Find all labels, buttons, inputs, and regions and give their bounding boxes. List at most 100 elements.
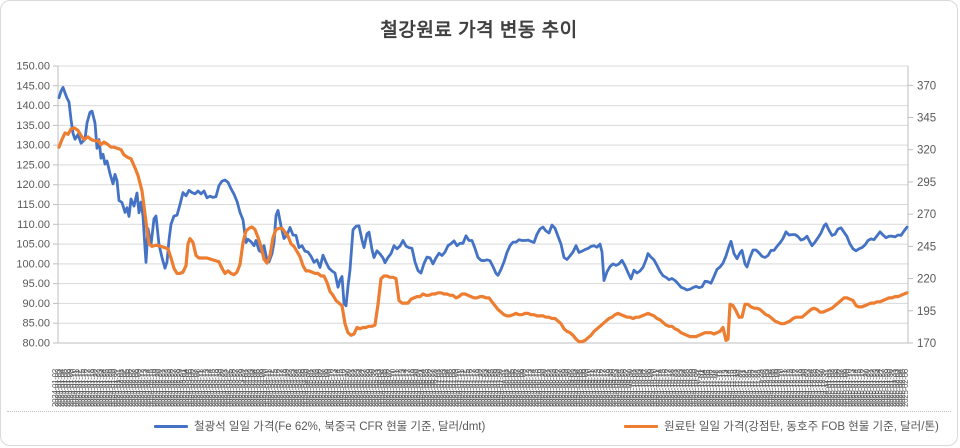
x-axis-date-label: 2025-02-06 <box>901 368 910 407</box>
x-axis-date-label: 2024-03-06 <box>187 368 196 407</box>
x-axis-date-label: 2024-08-01 <box>501 368 510 407</box>
x-axis-date-label: 2024-08-19 <box>537 368 546 407</box>
x-axis-date-label: 2024-05-22 <box>350 368 359 407</box>
x-axis-date-label: 2024-08-15 <box>531 368 540 407</box>
x-axis-date-label: 2024-08-27 <box>554 368 563 407</box>
legend-item-iron-ore[interactable]: 철광석 일일 가격(Fe 62%, 북중국 CFR 현물 기준, 달러/dmt) <box>154 418 485 434</box>
x-axis-date-label: 2024-08-20 <box>540 368 549 407</box>
x-axis-date-label: 2024-04-05 <box>252 368 261 407</box>
x-axis-date-label: 2024-03-22 <box>223 368 232 407</box>
right-axis-label: 295 <box>917 177 936 189</box>
x-axis-date-label: 2024-01-17 <box>84 368 93 407</box>
x-axis-date-label: 2024-12-26 <box>812 368 821 407</box>
x-axis-date-label: 2024-04-08 <box>255 368 264 407</box>
x-axis-date-label: 2024-10-22 <box>673 368 682 407</box>
x-axis-date-label: 2024-08-05 <box>507 368 516 407</box>
legend-item-coking-coal[interactable]: 원료탄 일일 가격(강점탄, 동호주 FOB 현물 기준, 달러/톤) <box>624 418 939 434</box>
x-axis-date-label: 2024-11-07 <box>708 369 717 407</box>
x-axis-date-label: 2024-12-17 <box>791 368 800 407</box>
x-axis-date-label: 2024-03-07 <box>190 368 199 407</box>
x-axis-date-label: 2024-04-15 <box>270 368 279 407</box>
x-axis-date-label: 2024-04-10 <box>261 368 270 407</box>
x-axis-date-label: 2024-01-15 <box>78 368 87 407</box>
x-axis-date-label: 2024-07-12 <box>460 368 469 407</box>
x-axis-date-label: 2024-02-15 <box>146 368 155 407</box>
x-axis-date-label: 2024-05-06 <box>315 368 324 407</box>
x-axis-date-label: 2024-07-04 <box>442 368 451 407</box>
x-axis-date-label: 2024-10-09 <box>646 368 655 407</box>
right-axis-label: 170 <box>917 338 936 350</box>
x-axis-date-label: 2024-10-15 <box>658 368 667 407</box>
x-axis-date-label: 2024-10-25 <box>682 368 691 407</box>
x-axis-date-label: 2024-10-16 <box>661 368 670 407</box>
x-axis-date-label: 2024-08-09 <box>519 368 528 407</box>
x-axis-date-label: 2024-03-12 <box>199 368 208 407</box>
x-axis-date-label: 2024-02-14 <box>143 368 152 407</box>
x-axis-date-label: 2024-06-27 <box>427 368 436 407</box>
x-axis-date-label: 2024-12-02 <box>759 368 768 407</box>
x-axis-date-label: 2024-07-16 <box>466 368 475 407</box>
x-axis-date-label: 2025-01-27 <box>877 368 886 407</box>
x-axis-date-label: 2024-02-08 <box>131 368 140 407</box>
x-axis-date-label: 2024-01-09 <box>66 368 75 407</box>
x-axis-date-label: 2024-11-21 <box>738 369 747 407</box>
x-axis-date-label: 2024-06-10 <box>389 368 398 407</box>
coking-coal-line-swatch <box>624 424 658 428</box>
x-axis-date-label: 2024-11-18 <box>729 369 738 407</box>
x-axis-date-label: 2024-04-02 <box>244 368 253 407</box>
x-axis-date-label: 2024-01-29 <box>107 368 116 407</box>
x-axis-date-label: 2024-03-13 <box>202 368 211 407</box>
x-axis-date-label: 2024-12-18 <box>794 368 803 407</box>
x-axis-date-label: 2024-01-30 <box>110 368 119 407</box>
x-axis-date-label: 2024-01-10 <box>69 368 78 407</box>
x-axis-date-label: 2024-01-22 <box>92 368 101 407</box>
x-axis-date-label: 2024-05-28 <box>362 368 371 407</box>
left-axis-label: 145.00 <box>16 80 50 92</box>
x-axis-date-label: 2024-04-19 <box>282 368 291 407</box>
x-axis-date-label: 2024-05-27 <box>359 368 368 407</box>
x-axis-date-label: 2024-02-12 <box>137 368 146 407</box>
x-axis-date-label: 2024-09-05 <box>575 368 584 407</box>
x-axis-date-label: 2024-11-01 <box>697 369 706 407</box>
x-axis-date-label: 2025-01-29 <box>883 368 892 407</box>
iron-ore-price-line <box>57 86 909 308</box>
x-axis-date-label: 2025-01-31 <box>889 368 898 407</box>
x-axis-date-label: 2024-11-06 <box>706 369 715 407</box>
x-axis-date-label: 2024-02-20 <box>155 368 164 407</box>
x-axis-date-label: 2024-07-03 <box>439 368 448 407</box>
x-axis-date-label: 2024-11-08 <box>711 369 720 407</box>
x-axis-date-label: 2024-12-31 <box>821 368 830 407</box>
x-axis-date-label: 2024-01-12 <box>75 368 84 407</box>
x-axis-date-label: 2024-06-07 <box>386 368 395 407</box>
x-axis-date-label: 2024-11-14 <box>723 369 732 407</box>
x-axis-date-label: 2025-01-13 <box>848 368 857 407</box>
x-axis-date-label: 2024-01-16 <box>81 368 90 407</box>
x-axis-date-label: 2024-11-13 <box>720 369 729 407</box>
price-chart-svg: 80.00 85.00 90.00 95.00 100.00 105.00 110.00 11… <box>16 61 936 408</box>
x-axis-date-label: 2024-08-06 <box>510 368 519 407</box>
x-axis-date-label: 2024-01-08 <box>63 368 72 407</box>
left-axis-label: 120.00 <box>16 179 50 191</box>
x-axis-date-label: 2024-06-19 <box>409 368 418 407</box>
x-axis-date-label: 2024-06-05 <box>380 368 389 407</box>
iron-ore-legend-label: 철광석 일일 가격(Fe 62%, 북중국 CFR 현물 기준, 달러/dmt) <box>194 421 486 433</box>
x-axis-date-label: 2024-12-05 <box>768 368 777 407</box>
x-axis-date-label: 2024-11-12 <box>717 369 726 407</box>
x-axis-date-label: 2024-06-13 <box>398 368 407 407</box>
x-axis-date-label: 2024-03-14 <box>205 368 214 407</box>
x-axis-date-label: 2024-06-25 <box>421 368 430 407</box>
x-axis-date-label: 2024-11-28 <box>753 369 762 407</box>
x-axis-date-label: 2024-05-10 <box>326 368 335 407</box>
x-axis-date-label: 2024-08-08 <box>516 368 525 407</box>
x-axis-date-label: 2024-06-17 <box>403 368 412 407</box>
x-axis-date-label: 2024-02-07 <box>128 368 137 407</box>
x-axis-date-label: 2024-05-21 <box>347 368 356 407</box>
x-axis-date-label: 2024-03-04 <box>181 368 190 407</box>
x-axis-date-label: 2024-10-24 <box>679 368 688 407</box>
x-axis-date-label: 2024-12-16 <box>788 368 797 407</box>
x-axis-date-label: 2024-05-23 <box>353 368 362 407</box>
x-axis-date-label: 2024-06-18 <box>406 368 415 407</box>
x-axis-date-label: 2024-03-29 <box>238 368 247 407</box>
x-axis-date-label: 2024-02-02 <box>119 368 128 407</box>
